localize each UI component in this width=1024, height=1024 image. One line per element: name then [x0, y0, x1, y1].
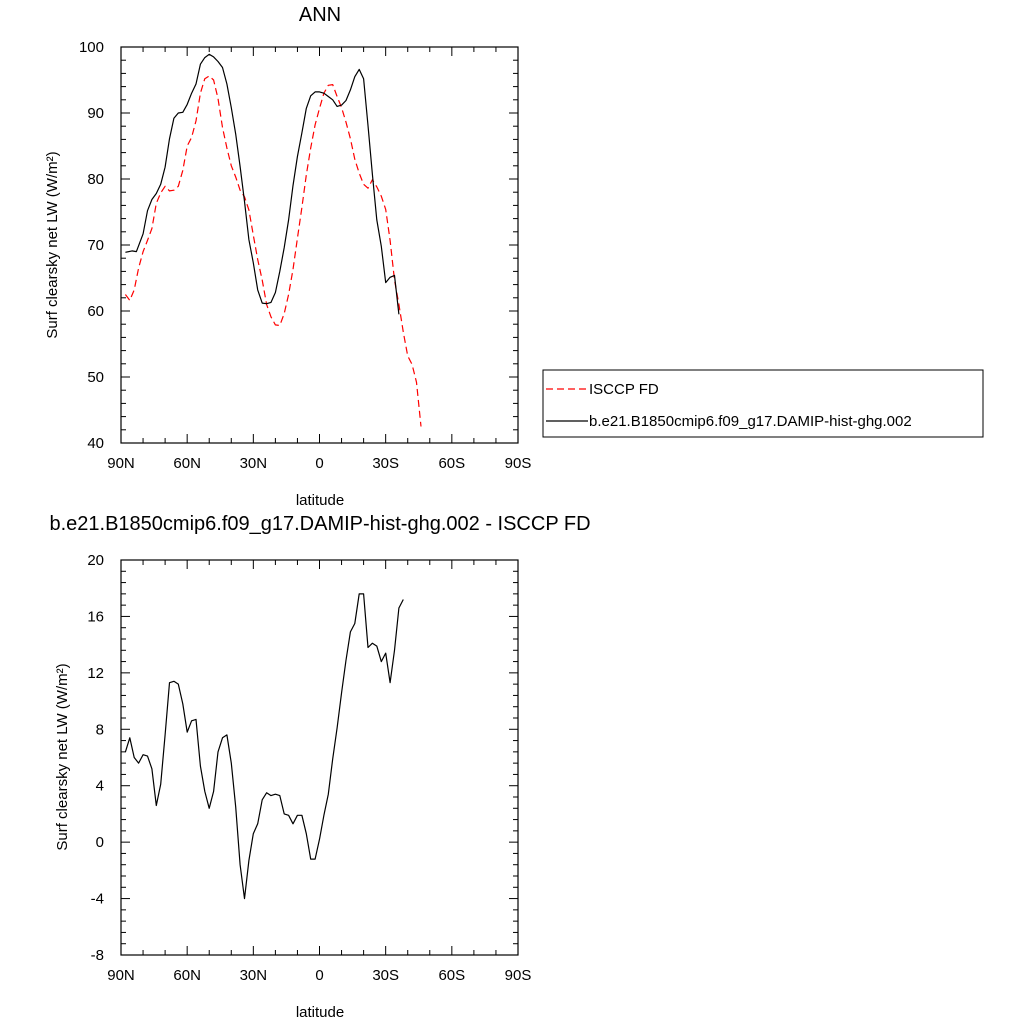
- bottom-y-tick-label: 0: [96, 834, 104, 851]
- top-y-tick-label: 40: [87, 435, 104, 452]
- bottom-y-axis-label: Surf clearsky net LW (W/m²): [54, 663, 71, 850]
- top-series-line-2: [125, 53, 400, 315]
- bottom-y-tick-label: -8: [91, 947, 104, 964]
- legend-label-isccp: ISCCP FD: [589, 381, 659, 398]
- bottom-y-tick-label: 20: [87, 552, 104, 569]
- top-y-tick-label: 80: [87, 171, 104, 188]
- bottom-series-line-1: [124, 593, 404, 900]
- top-x-axis-label: latitude: [296, 492, 344, 509]
- bottom-y-tick-label: 8: [96, 721, 104, 738]
- top-y-tick-label: 100: [79, 39, 104, 56]
- bottom-x-tick-label: 90N: [107, 967, 135, 984]
- top-series-line-1: [124, 75, 422, 427]
- top-y-tick-label: 60: [87, 303, 104, 320]
- bottom-chart-panel: b.e21.B1850cmip6.f09_g17.DAMIP-hist-ghg.…: [49, 513, 590, 1021]
- bottom-x-axis-label: latitude: [296, 1004, 344, 1021]
- legend: ISCCP FD b.e21.B1850cmip6.f09_g17.DAMIP-…: [542, 369, 984, 438]
- top-x-tick-label: 0: [315, 455, 323, 472]
- bottom-y-tick-label: -4: [91, 891, 104, 908]
- top-x-tick-label: 60N: [173, 455, 201, 472]
- bottom-chart-title: b.e21.B1850cmip6.f09_g17.DAMIP-hist-ghg.…: [49, 513, 590, 535]
- top-series-group: [124, 53, 422, 427]
- legend-box: [542, 369, 984, 438]
- bottom-axis-ticks: 90N 60N 30N 0 30S 60S 90S -8 -4 0 4 8 12 16 20: [87, 552, 531, 984]
- bottom-x-tick-label: 60N: [173, 967, 201, 984]
- top-x-tick-label: 90N: [107, 455, 135, 472]
- legend-label-model: b.e21.B1850cmip6.f09_g17.DAMIP-hist-ghg.…: [589, 413, 912, 430]
- top-y-tick-label: 50: [87, 369, 104, 386]
- bottom-y-tick-label: 12: [87, 665, 104, 682]
- bottom-x-tick-label: 30N: [240, 967, 268, 984]
- top-y-tick-label: 70: [87, 237, 104, 254]
- top-x-tick-label: 90S: [505, 455, 532, 472]
- bottom-x-tick-label: 0: [315, 967, 323, 984]
- bottom-x-tick-label: 60S: [438, 967, 465, 984]
- bottom-series-group: [124, 593, 404, 900]
- top-plot-frame: [120, 46, 519, 444]
- top-axis-ticks: 90N 60N 30N 0 30S 60S 90S 40 50 60 70 80 90 100: [79, 39, 531, 472]
- bottom-plot-frame: [120, 559, 519, 956]
- top-chart-panel: ANN 90N 60N 30N 0 30S 60S 90S 40 50 60 70 80 90 100 l…: [44, 4, 984, 509]
- bottom-y-tick-label: 4: [96, 778, 104, 795]
- bottom-y-tick-label: 16: [87, 608, 104, 625]
- top-x-tick-label: 30S: [372, 455, 399, 472]
- top-y-axis-label: Surf clearsky net LW (W/m²): [44, 151, 61, 338]
- top-chart-title: ANN: [299, 4, 341, 26]
- top-x-tick-label: 60S: [438, 455, 465, 472]
- top-x-tick-label: 30N: [240, 455, 268, 472]
- top-y-tick-label: 90: [87, 105, 104, 122]
- bottom-x-tick-label: 30S: [372, 967, 399, 984]
- bottom-x-tick-label: 90S: [505, 967, 532, 984]
